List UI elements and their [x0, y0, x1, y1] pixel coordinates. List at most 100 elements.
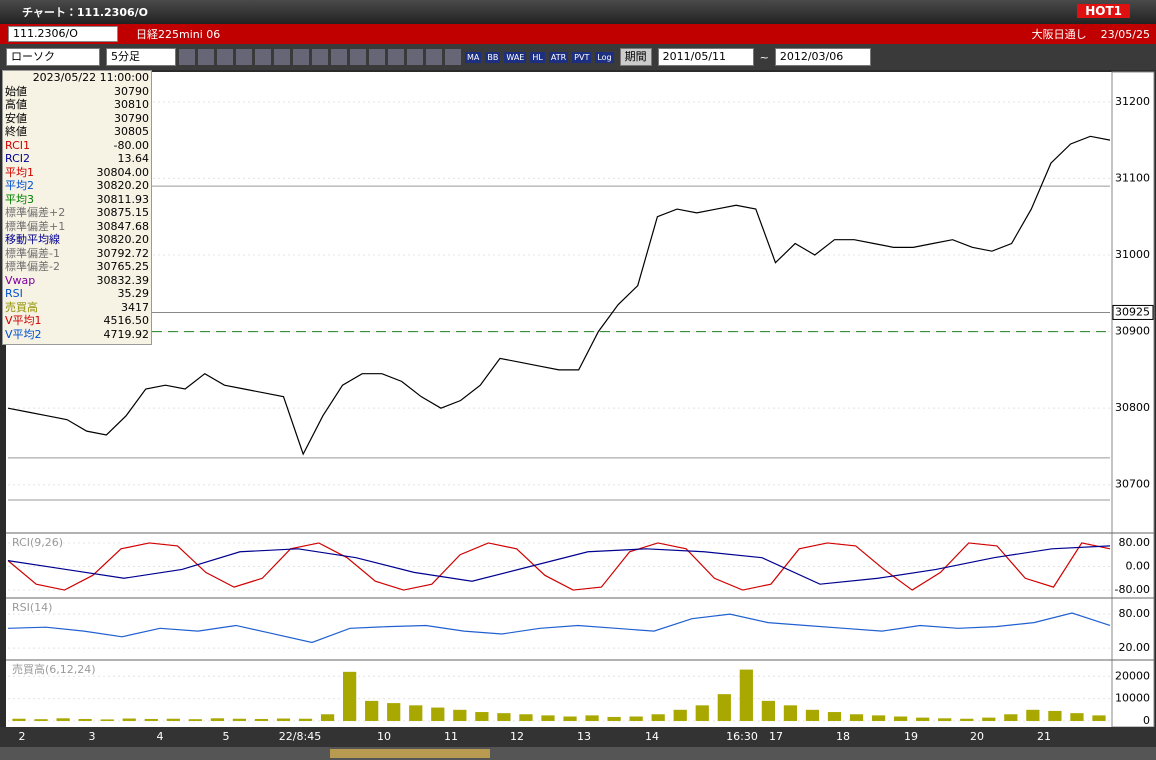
- tool-icon[interactable]: [331, 49, 347, 65]
- volume-bar: [276, 718, 291, 721]
- y-tick-label: 30900: [1115, 325, 1150, 338]
- tool-icon: HL: [530, 51, 545, 63]
- volume-bar: [166, 718, 180, 721]
- tool-icon: BB: [485, 51, 501, 63]
- volume-bar: [563, 716, 577, 721]
- volume-bar: [1092, 715, 1106, 721]
- volume-bar: [783, 705, 798, 721]
- market: 大阪日通し: [1031, 28, 1087, 41]
- date: 23/05/25: [1100, 27, 1150, 41]
- info-label: 標準偏差+1: [5, 219, 66, 233]
- info-label: 高値: [5, 98, 27, 111]
- tool-icon[interactable]: [426, 49, 442, 65]
- volume-bar: [365, 700, 379, 721]
- y-tick-label: 30800: [1115, 401, 1150, 414]
- volume-bar: [519, 714, 533, 721]
- panel-title: RCI(9,26): [12, 536, 63, 549]
- tool-icon[interactable]: [407, 49, 423, 65]
- volume-bar: [431, 707, 445, 721]
- y-tick-label: 0: [1143, 714, 1150, 727]
- tool-icon[interactable]: [350, 49, 366, 65]
- from-date[interactable]: 2011/05/11: [657, 48, 754, 66]
- info-value: 4719.92: [103, 327, 150, 341]
- scroll-thumb[interactable]: [330, 749, 490, 758]
- info-label: 平均2: [5, 179, 34, 192]
- info-label: 安値: [5, 111, 27, 125]
- volume-bar: [673, 709, 687, 721]
- tool-icon: PVT: [572, 51, 592, 63]
- line: [7, 545, 1111, 585]
- info-label: 平均1: [5, 165, 34, 179]
- symbol-bar: 111.2306/O 日経225mini 06 大阪日通し 23/05/25: [0, 24, 1156, 44]
- info-panel: 2023/05/22 11:00:00 始値 30790 高値 30810 安値 3079…: [2, 70, 152, 345]
- info-row: 標準偏差-1 30792.72: [3, 247, 151, 261]
- y-tick-label: 30700: [1115, 478, 1150, 491]
- info-label: 平均3: [5, 192, 34, 206]
- volume-bar: [871, 715, 886, 721]
- info-value: 30804.00: [96, 165, 150, 179]
- volume-bar: [805, 709, 820, 721]
- x-tick-label: 3: [89, 730, 96, 743]
- tool-icon[interactable]: [274, 49, 290, 65]
- info-value: 30847.68: [96, 219, 150, 233]
- tool-icon[interactable]: [388, 49, 404, 65]
- tool-icon[interactable]: [179, 49, 195, 65]
- volume-bar: [475, 712, 489, 721]
- volume-bar: [210, 718, 224, 721]
- info-label: Vwap: [5, 273, 36, 287]
- volume-bar: [739, 669, 753, 721]
- info-row: 標準偏差-2 30765.25: [3, 260, 151, 274]
- volume-bar: [1070, 713, 1084, 721]
- info-value: -80.00: [113, 138, 149, 152]
- info-value: 30820.20: [96, 179, 150, 192]
- tool-icon[interactable]: [445, 49, 461, 65]
- tool-icon[interactable]: [217, 49, 233, 65]
- volume-bar: [453, 709, 467, 721]
- hot-badge[interactable]: HOT1: [1077, 4, 1130, 18]
- tool-icon[interactable]: [293, 49, 309, 65]
- instrument-name: 日経225mini 06: [136, 28, 221, 41]
- info-value: 4516.50: [103, 314, 150, 327]
- x-tick-label: 20: [970, 730, 984, 743]
- volume-bar: [1026, 709, 1040, 721]
- info-row: 平均2 30820.20: [3, 179, 151, 193]
- period-button[interactable]: 期間: [619, 48, 652, 66]
- tool-icon: Log: [595, 51, 614, 63]
- volume-bar: [232, 718, 247, 721]
- volume-bar: [1004, 714, 1018, 721]
- info-label: 移動平均線: [5, 233, 60, 246]
- info-row: 平均1 30804.00: [3, 166, 151, 180]
- tool-icon[interactable]: [369, 49, 385, 65]
- to-date[interactable]: 2012/03/06: [774, 48, 871, 66]
- info-value: 3417: [121, 300, 149, 314]
- volume-bar: [254, 718, 269, 721]
- info-row: 始値 30790: [3, 85, 151, 99]
- volume-bar: [144, 718, 158, 721]
- volume-bar: [916, 717, 930, 721]
- x-tick-label: 22/8:45: [279, 730, 321, 743]
- volume-bar: [122, 718, 136, 721]
- interval-select[interactable]: 5分足: [106, 48, 176, 66]
- tool-icon[interactable]: [312, 49, 328, 65]
- volume-bar: [12, 718, 26, 721]
- x-tick-label: 14: [645, 730, 659, 743]
- volume-bar: [387, 703, 401, 721]
- chart-type-select[interactable]: ローソク: [6, 48, 100, 66]
- info-datetime: 2023/05/22 11:00:00: [32, 71, 149, 84]
- info-row: RCI1 -80.00: [3, 139, 151, 153]
- tool-icon[interactable]: [198, 49, 214, 65]
- info-label: RSI: [5, 287, 23, 300]
- x-tick-label: 13: [577, 730, 591, 743]
- tool-icon[interactable]: [236, 49, 252, 65]
- volume-bar: [938, 718, 952, 721]
- symbol-input[interactable]: 111.2306/O: [8, 26, 118, 42]
- scrollbar[interactable]: [0, 747, 1156, 760]
- line: [7, 542, 1111, 591]
- tool-icon: WAE: [504, 51, 527, 63]
- volume-bar: [629, 716, 643, 721]
- volume-bar: [298, 718, 313, 721]
- tool-icon[interactable]: [255, 49, 271, 65]
- panel-title: 売買高(6,12,24): [12, 662, 96, 676]
- volume-bar: [651, 714, 665, 721]
- info-row: RSI 35.29: [3, 287, 151, 301]
